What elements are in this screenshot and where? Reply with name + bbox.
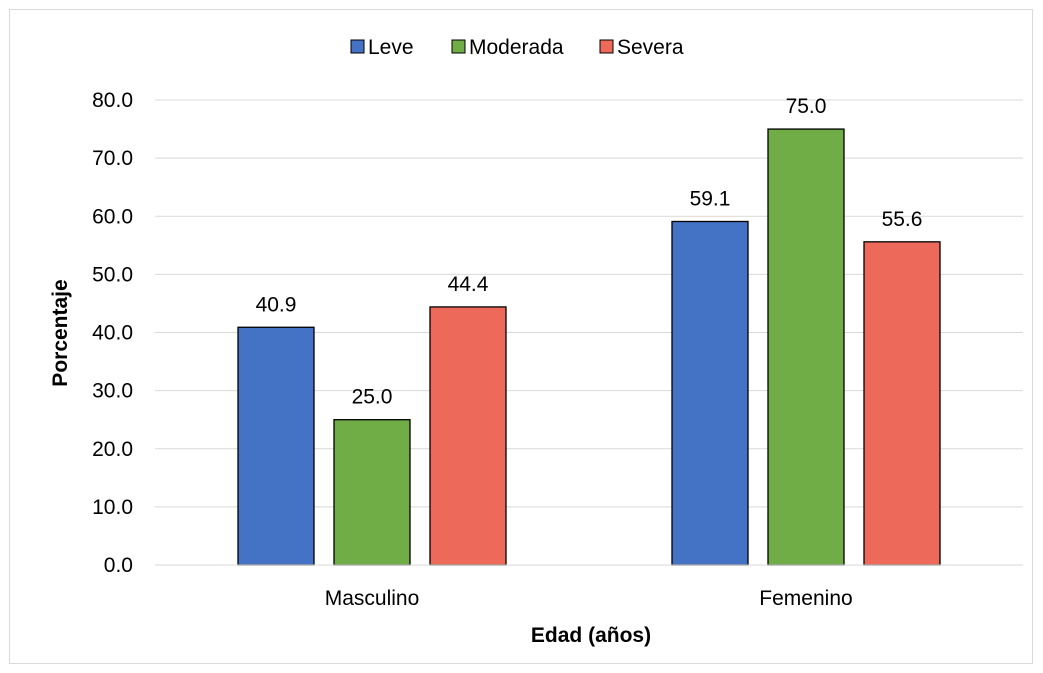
bar-severa-masculino	[429, 306, 507, 566]
y-tick-label: 10.0	[92, 496, 133, 519]
bar-severa-femenino	[863, 241, 941, 566]
y-tick-label: 50.0	[92, 263, 133, 286]
data-label: 59.1	[690, 187, 731, 210]
legend-swatch-severa	[599, 39, 614, 54]
y-tick-label: 30.0	[92, 380, 133, 403]
data-label: 75.0	[786, 95, 827, 118]
y-tick-label: 70.0	[92, 147, 133, 170]
legend-label-moderada: Moderada	[469, 36, 564, 59]
y-axis-title: Porcentaje	[49, 279, 72, 386]
axes: 0.0 10.0 20.0 30.0 40.0 50.0 60.0 70.0 80.0 Mascu…	[92, 89, 1023, 610]
data-label: 25.0	[352, 386, 393, 409]
bar-moderada-masculino	[333, 419, 411, 566]
bar-moderada-femenino	[767, 128, 845, 566]
bars	[237, 128, 941, 566]
x-tick-label: Masculino	[325, 587, 420, 610]
legend-swatch-moderada	[451, 39, 466, 54]
data-label: 40.9	[256, 293, 297, 316]
legend-swatch-leve	[350, 39, 365, 54]
y-tick-label: 40.0	[92, 322, 133, 345]
y-tick-label: 60.0	[92, 205, 133, 228]
data-labels: 40.9 25.0 44.4 59.1 75.0 55.6	[256, 95, 923, 409]
bar-leve-masculino	[237, 326, 315, 566]
legend-label-leve: Leve	[368, 36, 414, 59]
y-tick-label: 20.0	[92, 438, 133, 461]
legend-label-severa: Severa	[617, 36, 684, 59]
x-tick-label: Femenino	[759, 587, 852, 610]
bar-leve-femenino	[671, 220, 749, 566]
chart-frame	[9, 9, 1033, 664]
x-axis-title: Edad (años)	[531, 624, 651, 647]
y-tick-label: 0.0	[104, 554, 133, 577]
legend: Leve Moderada Severa	[350, 36, 684, 59]
y-tick-label: 80.0	[92, 89, 133, 112]
data-label: 44.4	[448, 273, 489, 296]
data-label: 55.6	[882, 208, 923, 231]
